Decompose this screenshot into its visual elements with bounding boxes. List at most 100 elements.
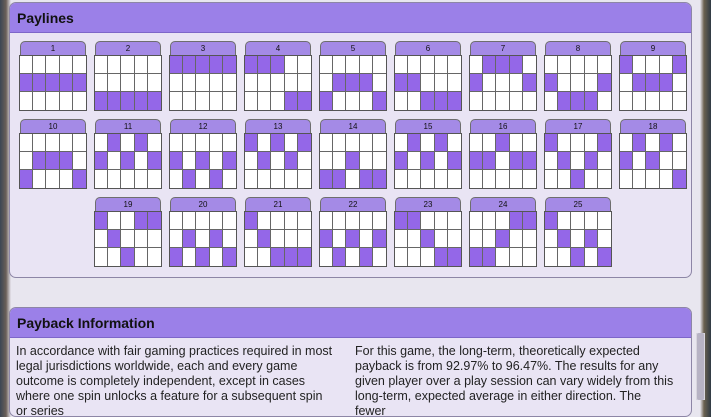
payline-pattern [469, 211, 537, 267]
payline-pattern [169, 133, 237, 189]
payline-cell [147, 170, 161, 188]
payline-label: 19 [95, 197, 161, 211]
payline-cell [284, 152, 298, 170]
payline-cell [522, 170, 536, 188]
payline-cell [196, 170, 210, 188]
payline-cell [470, 152, 484, 170]
payline-cell [333, 152, 347, 170]
payline-cell [646, 170, 660, 188]
payline-cell [646, 152, 660, 170]
payline-cell [470, 170, 484, 188]
payline-cell [108, 248, 122, 266]
scrollbar[interactable] [696, 333, 705, 400]
payline-cell [33, 170, 47, 188]
payline-cell [522, 92, 536, 110]
payline-cell [333, 134, 347, 152]
payline-16: 16 [469, 119, 537, 191]
payline-label: 2 [95, 41, 161, 55]
payline-pattern [19, 55, 87, 111]
payline-cell [434, 152, 448, 170]
payline-cell [95, 74, 109, 92]
payline-cell [558, 230, 572, 248]
payline-cell [483, 248, 497, 266]
payline-cell [222, 248, 236, 266]
payline-cell [72, 134, 86, 152]
payline-cell [571, 56, 585, 74]
payline-cell [271, 230, 285, 248]
payline-cell [245, 92, 259, 110]
payline-cell [121, 170, 135, 188]
payline-cell [209, 92, 223, 110]
payline-label: 4 [245, 41, 311, 55]
payline-cell [395, 92, 409, 110]
payline-cell [59, 74, 73, 92]
payline-cell [672, 152, 686, 170]
payline-cell [271, 170, 285, 188]
payline-label: 14 [320, 119, 386, 133]
payline-label: 9 [620, 41, 686, 55]
payline-cell [421, 56, 435, 74]
payline-pattern [544, 133, 612, 189]
payline-cell [346, 134, 360, 152]
payline-cell [20, 152, 34, 170]
payline-cell [245, 74, 259, 92]
payline-cell [395, 212, 409, 230]
payline-cell [297, 152, 311, 170]
payline-cell [597, 92, 611, 110]
payline-cell [571, 248, 585, 266]
payline-cell [359, 170, 373, 188]
payline-cell [320, 248, 334, 266]
payline-cell [470, 92, 484, 110]
payline-cell [170, 56, 184, 74]
payline-cell [320, 134, 334, 152]
payline-23: 23 [394, 197, 462, 269]
payline-cell [222, 152, 236, 170]
payline-cell [147, 134, 161, 152]
payline-cell [95, 56, 109, 74]
payline-cell [284, 74, 298, 92]
payline-cell [297, 230, 311, 248]
payline-cell [483, 56, 497, 74]
payline-cell [584, 248, 598, 266]
payline-cell [359, 230, 373, 248]
payline-25: 25 [544, 197, 612, 269]
payline-cell [359, 134, 373, 152]
payline-cell [408, 248, 422, 266]
payline-24: 24 [469, 197, 537, 269]
payline-cell [183, 230, 197, 248]
payline-cell [597, 74, 611, 92]
payline-cell [183, 56, 197, 74]
payline-cell [447, 152, 461, 170]
payline-cell [121, 152, 135, 170]
payline-cell [245, 230, 259, 248]
payline-cell [245, 152, 259, 170]
payline-cell [558, 92, 572, 110]
payline-cell [659, 56, 673, 74]
payline-pattern [469, 133, 537, 189]
payline-15: 15 [394, 119, 462, 191]
payline-cell [447, 212, 461, 230]
payline-cell [33, 92, 47, 110]
payline-cell [633, 134, 647, 152]
payline-cell [108, 152, 122, 170]
payline-cell [284, 170, 298, 188]
payline-cell [108, 230, 122, 248]
payline-cell [170, 170, 184, 188]
payline-cell [245, 134, 259, 152]
payline-cell [584, 56, 598, 74]
payline-label: 1 [20, 41, 86, 55]
payline-cell [183, 212, 197, 230]
payline-cell [209, 134, 223, 152]
payline-cell [147, 230, 161, 248]
payline-cell [434, 56, 448, 74]
payline-cell [372, 248, 386, 266]
payline-cell [258, 212, 272, 230]
payline-cell [584, 134, 598, 152]
payline-cell [558, 152, 572, 170]
payline-cell [320, 230, 334, 248]
scrollbar-thumb[interactable] [697, 333, 704, 400]
payline-cell [659, 92, 673, 110]
payline-cell [297, 212, 311, 230]
payline-cell [108, 134, 122, 152]
payline-cell [258, 230, 272, 248]
